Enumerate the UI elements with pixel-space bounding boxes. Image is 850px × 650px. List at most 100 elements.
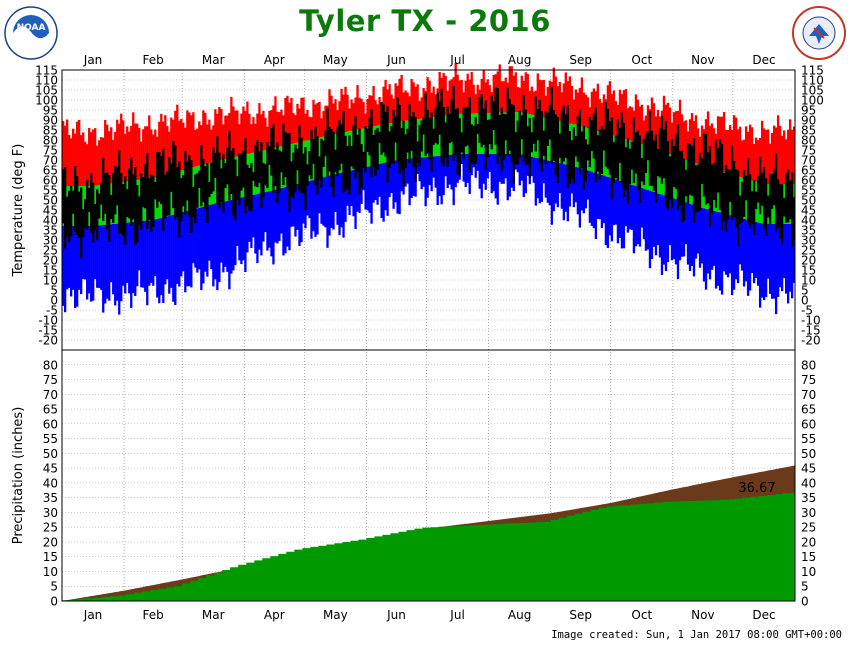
observed-bar (726, 169, 730, 220)
record-high-bar (224, 115, 227, 160)
observed-bar (356, 134, 359, 172)
record-high-bar (214, 109, 217, 162)
observed-bar (126, 189, 129, 218)
temp-tick-label-right: -5 (801, 304, 813, 318)
record-high-bar (306, 109, 309, 141)
observed-bar (626, 138, 630, 205)
record-high-bar (208, 119, 211, 164)
record-low-bar (92, 226, 95, 301)
observed-bar (226, 147, 229, 185)
temp-tick-label-right: 30 (801, 234, 816, 248)
precip-tick-label-right: 25 (801, 521, 816, 535)
record-low-bar (460, 154, 463, 164)
observed-bar (400, 128, 403, 170)
observed-bar (416, 141, 419, 163)
record-low-bar (76, 226, 79, 307)
record-low-bar (166, 216, 169, 280)
record-high-bar (568, 76, 571, 124)
record-high-bar (722, 112, 726, 173)
record-low-bar (336, 173, 339, 225)
record-low-bar (120, 223, 123, 302)
record-low-bar (744, 219, 748, 282)
observed-bar (554, 114, 557, 175)
observed-bar (672, 145, 676, 187)
record-high-bar (670, 122, 674, 155)
record-high-bar (198, 121, 201, 166)
record-low-bar (222, 201, 225, 273)
record-high-bar (254, 123, 257, 153)
observed-bar (142, 176, 145, 208)
record-high-bar (328, 89, 331, 136)
record-high-bar (482, 69, 485, 114)
record-high-bar (572, 99, 575, 125)
record-high-bar (340, 88, 343, 133)
observed-bar (526, 126, 529, 164)
record-high-bar (710, 123, 714, 169)
observed-bar (114, 166, 117, 215)
observed-bar (784, 173, 788, 223)
record-high-bar (694, 115, 698, 164)
record-high-bar (618, 89, 622, 138)
record-low-bar (544, 159, 547, 198)
record-low-bar (742, 218, 746, 287)
observed-bar (394, 116, 397, 143)
precip-tick-label-left: 10 (43, 565, 58, 579)
record-high-bar (258, 103, 261, 152)
temp-tick-label-right: 50 (801, 194, 816, 208)
temp-tick-label-right: 40 (801, 214, 816, 228)
record-low-bar (542, 159, 545, 184)
record-high-bar (488, 85, 491, 113)
record-low-bar (442, 155, 445, 196)
record-low-bar (314, 179, 317, 237)
record-low-bar (476, 154, 479, 171)
observed-bar (204, 166, 207, 209)
observed-bar (778, 184, 782, 239)
record-high-bar (298, 108, 301, 143)
observed-bar (218, 152, 221, 209)
observed-bar (546, 112, 549, 146)
record-low-bar (104, 224, 107, 304)
observed-bar (242, 150, 245, 188)
record-high-bar (332, 103, 335, 135)
record-high-bar (400, 74, 403, 122)
record-high-bar (688, 119, 692, 162)
record-low-bar (648, 190, 652, 269)
record-high-bar (636, 99, 640, 143)
observed-bar (562, 105, 565, 162)
observed-bar (644, 132, 648, 173)
record-low-bar (428, 156, 431, 186)
record-high-bar (562, 83, 565, 123)
record-high-bar (242, 106, 245, 156)
precip-tick-label-right: 0 (801, 595, 809, 609)
record-high-bar (484, 82, 487, 114)
record-high-bar (742, 139, 746, 179)
record-high-bar (624, 89, 628, 140)
observed-bar (638, 135, 642, 203)
record-low-bar (462, 154, 465, 182)
month-label-bottom: Oct (631, 608, 652, 622)
observed-bar (392, 109, 395, 164)
observed-bar (244, 138, 247, 214)
record-low-bar (110, 224, 113, 283)
record-high-bar (486, 79, 489, 114)
record-high-bar (674, 111, 678, 157)
record-high-bar (410, 78, 413, 121)
record-high-bar (204, 112, 207, 165)
record-low-bar (770, 224, 774, 299)
record-low-bar (758, 222, 762, 308)
temp-tick-label-left: 105 (35, 84, 58, 98)
record-high-bar (274, 96, 277, 148)
observed-bar (582, 125, 586, 190)
record-high-bar (744, 126, 748, 179)
record-low-bar (404, 159, 407, 187)
record-low-bar (292, 185, 295, 227)
temp-tick-label-right: 20 (801, 254, 816, 268)
observed-bar (658, 128, 662, 178)
observed-bar (710, 164, 714, 213)
record-high-bar (438, 71, 441, 117)
observed-bar (648, 110, 652, 186)
observed-bar (364, 126, 367, 173)
record-high-bar (770, 133, 774, 184)
record-high-bar (360, 98, 363, 129)
record-low-bar (694, 205, 698, 259)
